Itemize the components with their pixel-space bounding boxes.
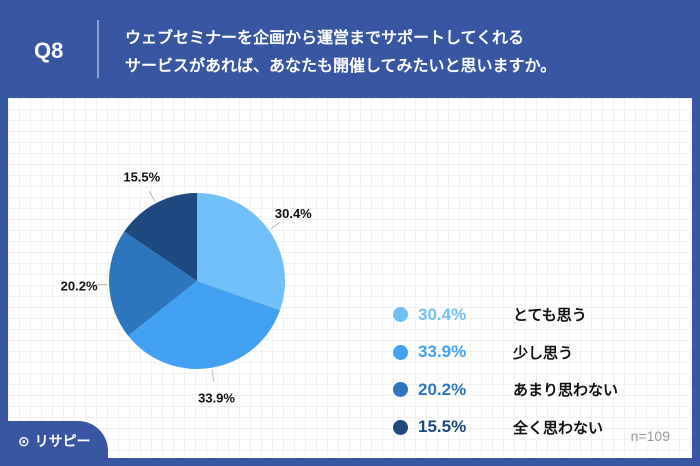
legend-label: あまり思わない: [513, 381, 619, 400]
legend-item: 20.2% あまり思わない: [393, 371, 618, 409]
leader-line: [211, 369, 215, 382]
legend-dot-icon: [393, 344, 408, 360]
legend-dot-icon: [393, 382, 408, 398]
legend-label: 全く思わない: [513, 418, 604, 437]
question-title: ウェブセミナーを企画から運営までサポートしてくれる サービスがあれば、あなたも開…: [125, 24, 556, 80]
pie-slice: [128, 281, 280, 369]
data-label: 30.4%: [275, 206, 312, 221]
logo-text: リサピー: [34, 434, 91, 450]
legend-percent: 20.2%: [418, 379, 467, 399]
pie-chart: 30.4% 33.9% 20.2% 15.5%: [61, 170, 313, 406]
title-line-1: ウェブセミナーを企画から運営までサポートしてくれる: [125, 28, 525, 47]
chart-card: 30.4% 33.9% 20.2% 15.5% 30.4% とても思う 33.9% 少し思う…: [8, 98, 692, 458]
legend: 30.4% とても思う 33.9% 少し思う 20.2% あまり思わない 15.5% 全く思わ…: [393, 296, 618, 446]
sample-size: n=109: [630, 428, 670, 444]
legend-item: 33.9% 少し思う: [393, 334, 618, 372]
leader-line: [148, 190, 156, 202]
question-number: Q8: [34, 38, 64, 63]
title-line-2: サービスがあれば、あなたも開催してみたいと思いますか。: [125, 56, 557, 75]
pie-slice: [124, 193, 197, 281]
legend-label: とても思う: [513, 306, 587, 325]
legend-item: 15.5% 全く思わない: [393, 409, 618, 447]
logo: ⊙ リサピー: [8, 421, 108, 458]
divider: [97, 20, 99, 78]
data-label: 20.2%: [61, 278, 98, 293]
legend-item: 30.4% とても思う: [393, 296, 618, 334]
pie-slice: [108, 231, 197, 336]
pin-icon: ⊙: [18, 434, 30, 450]
data-label: 33.9%: [198, 390, 235, 405]
legend-label: 少し思う: [513, 343, 574, 362]
legend-dot-icon: [393, 419, 408, 435]
data-label: 15.5%: [123, 170, 160, 185]
legend-percent: 33.9%: [418, 342, 467, 362]
pie-slice: [197, 193, 285, 311]
legend-percent: 30.4%: [418, 304, 467, 324]
legend-percent: 15.5%: [418, 417, 467, 437]
legend-dot-icon: [393, 307, 408, 323]
leader-line: [270, 221, 281, 230]
